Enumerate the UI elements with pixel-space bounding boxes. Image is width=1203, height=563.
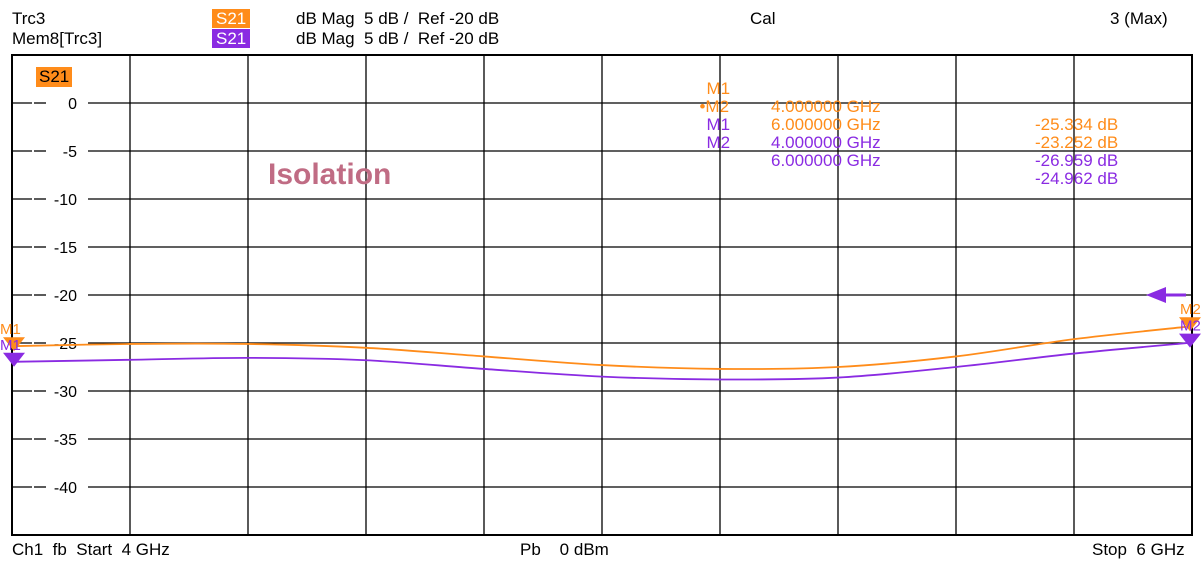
isolation-annotation: Isolation — [268, 158, 392, 191]
tick-label-bg — [32, 189, 88, 209]
tick-label-bg — [32, 381, 88, 401]
trace2-param-badge[interactable]: S21 — [212, 29, 251, 48]
tick-label-bg — [32, 93, 88, 113]
marker-label: M2 — [1180, 301, 1201, 318]
marker-name: M1 — [706, 79, 731, 98]
marker-triangle — [1179, 333, 1201, 348]
trace1-format[interactable]: dB Mag 5 dB / Ref -20 dB — [296, 9, 500, 28]
y-tick-label: -35 — [54, 432, 77, 449]
y-tick-label: -40 — [54, 480, 77, 497]
marker-value: -23.252 dB — [1035, 133, 1119, 152]
marker-triangle — [1179, 317, 1201, 332]
footer-start: Ch1 fb Start 4 GHz — [12, 540, 170, 559]
y-tick-label: 0 — [68, 96, 77, 113]
marker-readout-trc-m2: •M2 6.000000 GHz -23.252 dB — [690, 80, 1118, 152]
trace2-format[interactable]: dB Mag 5 dB / Ref -20 dB — [296, 29, 500, 48]
grid-lines — [11, 54, 1193, 536]
tick-label-bg — [32, 237, 88, 257]
marker-name: M2 — [706, 133, 731, 152]
marker-freq: 4.000000 GHz — [771, 97, 881, 116]
y-tick-labels: 0-5-10-15-20-25-30-35-40 — [32, 93, 88, 497]
marker-readout-mem-m1: M1 4.000000 GHz -26.959 dB — [697, 98, 1118, 170]
trace-trc3 — [11, 325, 1193, 370]
y-tick-label: -15 — [54, 240, 77, 257]
trace-mem8-trc3- — [11, 341, 1193, 381]
y-tick-label: -10 — [54, 192, 77, 209]
tick-label-bg — [32, 429, 88, 449]
tick-label-bg — [32, 477, 88, 497]
trace1-name[interactable]: Trc3 — [12, 9, 46, 28]
marker-triangle — [3, 337, 25, 352]
marker-readout-trc-m1: M1 4.000000 GHz -25.334 dB — [697, 62, 1118, 134]
footer-stop: Stop 6 GHz — [1092, 540, 1185, 559]
marker-value: -24.962 dB — [1035, 169, 1119, 188]
trace-label-s21: S21 — [36, 67, 73, 87]
tick-label-bg — [32, 141, 88, 161]
marker-freq: 6.000000 GHz — [771, 115, 881, 134]
y-tick-label: -20 — [54, 288, 77, 305]
traces — [11, 325, 1193, 381]
tick-label-bg — [32, 333, 88, 353]
trace1-max: 3 (Max) — [1110, 9, 1168, 28]
marker-freq: 4.000000 GHz — [771, 133, 881, 152]
marker-readout-mem-m2: M2 6.000000 GHz -24.962 dB — [697, 116, 1118, 188]
cal-status: Cal — [750, 9, 776, 28]
reference-level-arrow — [1146, 287, 1166, 303]
marker-value: -26.959 dB — [1035, 151, 1119, 170]
marker-glyphs: M1 M2 M1 M2 — [0, 287, 1201, 367]
tick-label-bg — [32, 285, 88, 305]
marker-label: M1 — [0, 321, 21, 338]
marker-name: •M2 — [699, 97, 730, 116]
footer-power: Pb 0 dBm — [520, 540, 609, 559]
y-tick-label: -30 — [54, 384, 77, 401]
y-tick-label: -5 — [63, 144, 77, 161]
marker-freq: 6.000000 GHz — [771, 151, 881, 170]
trace1-param-badge[interactable]: S21 — [212, 9, 251, 28]
marker-label: M1 — [0, 337, 21, 354]
marker-triangle — [3, 352, 25, 367]
trace2-name[interactable]: Mem8[Trc3] — [12, 29, 103, 48]
marker-value: -25.334 dB — [1035, 115, 1119, 134]
marker-label: M2 — [1180, 318, 1201, 335]
marker-name: M1 — [706, 115, 731, 134]
